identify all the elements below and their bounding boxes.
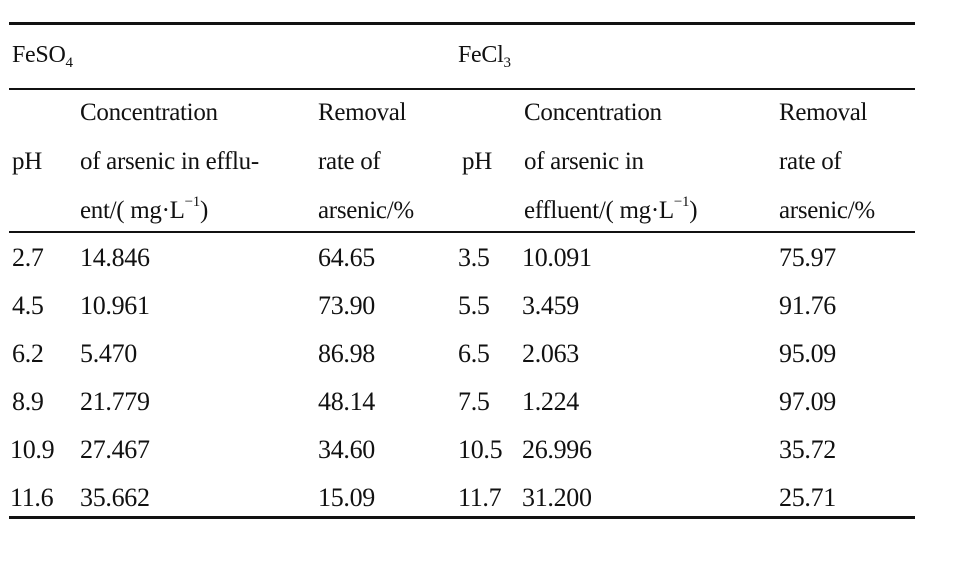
cell-conc-fecl3: 2.063 <box>522 339 580 368</box>
cell-removal-fecl3: 75.97 <box>779 243 837 272</box>
header-ph-fecl3: pH <box>462 148 492 175</box>
header-conc-fecl3-line1: Concentration <box>524 99 662 126</box>
cell-removal-feso4: 15.09 <box>318 483 376 512</box>
header-removal-fecl3-line3: arsenic/% <box>779 197 875 224</box>
cell-ph-fecl3: 10.5 <box>458 435 503 464</box>
header-conc-feso4-line1: Concentration <box>80 99 218 126</box>
cell-removal-feso4: 48.14 <box>318 387 376 416</box>
cell-removal-fecl3: 25.71 <box>779 483 837 512</box>
header-ph-feso4: pH <box>12 148 42 175</box>
cell-conc-fecl3: 26.996 <box>522 435 592 464</box>
header-removal-fecl3-line1: Removal <box>779 99 868 126</box>
cell-removal-feso4: 64.65 <box>318 243 376 272</box>
cell-ph-fecl3: 7.5 <box>458 387 490 416</box>
cell-conc-feso4: 5.470 <box>80 339 138 368</box>
cell-conc-fecl3: 10.091 <box>522 243 592 272</box>
header-removal-feso4-line2: rate of <box>318 148 381 175</box>
cell-conc-feso4: 14.846 <box>80 243 150 272</box>
header-removal-feso4-line1: Removal <box>318 99 407 126</box>
cell-ph-fecl3: 11.7 <box>458 483 502 512</box>
header-conc-feso4-line3: ent/( mg·L−1) <box>80 194 209 224</box>
cell-conc-feso4: 21.779 <box>80 387 150 416</box>
header-conc-feso4-line2: of arsenic in efflu- <box>80 148 259 175</box>
cell-ph-fecl3: 5.5 <box>458 291 490 320</box>
cell-conc-fecl3: 31.200 <box>522 483 592 512</box>
cell-conc-fecl3: 3.459 <box>522 291 580 320</box>
cell-ph-fecl3: 6.5 <box>458 339 490 368</box>
bottom-rule <box>9 516 915 519</box>
header-conc-fecl3-line3: effluent/( mg·L−1) <box>524 194 698 224</box>
header-removal-fecl3-line2: rate of <box>779 148 842 175</box>
cell-ph-fecl3: 3.5 <box>458 243 490 272</box>
top-rule <box>9 22 915 25</box>
cell-conc-feso4: 10.961 <box>80 291 150 320</box>
cell-removal-fecl3: 91.76 <box>779 291 837 320</box>
cell-ph-feso4: 10.9 <box>10 435 55 464</box>
cell-conc-feso4: 35.662 <box>80 483 150 512</box>
cell-removal-fecl3: 95.09 <box>779 339 837 368</box>
cell-conc-fecl3: 1.224 <box>522 387 580 416</box>
group-rule <box>9 88 915 90</box>
header-removal-feso4-line3: arsenic/% <box>318 197 414 224</box>
cell-removal-fecl3: 35.72 <box>779 435 837 464</box>
cell-ph-feso4: 6.2 <box>12 339 44 368</box>
group-feso4: FeSO4 <box>12 42 73 71</box>
cell-conc-feso4: 27.467 <box>80 435 150 464</box>
cell-ph-feso4: 4.5 <box>12 291 44 320</box>
cell-removal-fecl3: 97.09 <box>779 387 837 416</box>
cell-removal-feso4: 34.60 <box>318 435 376 464</box>
cell-ph-feso4: 11.6 <box>10 483 54 512</box>
cell-removal-feso4: 73.90 <box>318 291 376 320</box>
group-fecl3: FeCl3 <box>458 42 511 71</box>
cell-ph-feso4: 8.9 <box>12 387 44 416</box>
cell-removal-feso4: 86.98 <box>318 339 376 368</box>
cell-ph-feso4: 2.7 <box>12 243 44 272</box>
header-rule <box>9 231 915 233</box>
header-conc-fecl3-line2: of arsenic in <box>524 148 644 175</box>
